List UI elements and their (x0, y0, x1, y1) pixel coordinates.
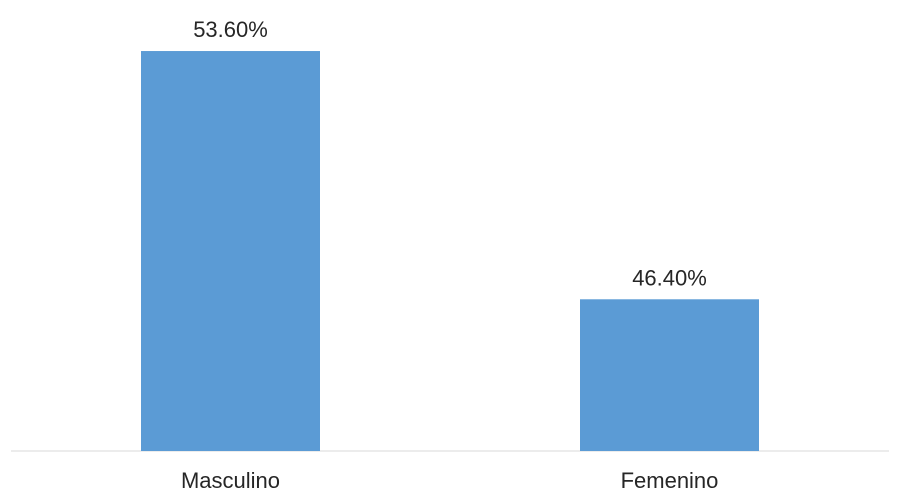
bar-femenino (580, 299, 759, 451)
x-tick-label-femenino: Femenino (621, 468, 719, 493)
data-label-masculino: 53.60% (193, 17, 268, 42)
labels-group: 53.60% Masculino 46.40% Femenino (181, 17, 718, 493)
bar-masculino (141, 51, 320, 451)
x-tick-label-masculino: Masculino (181, 468, 280, 493)
bars-group (141, 51, 759, 451)
data-label-femenino: 46.40% (632, 265, 707, 290)
